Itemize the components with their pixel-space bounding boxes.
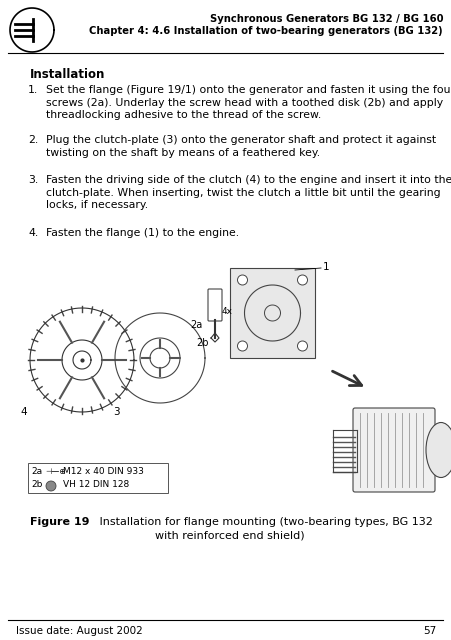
Text: 3: 3 (113, 407, 120, 417)
Circle shape (238, 341, 248, 351)
Bar (230, 268, 315, 358)
Text: VH 12 DIN 128: VH 12 DIN 128 (63, 480, 129, 489)
Circle shape (298, 341, 308, 351)
Circle shape (298, 275, 308, 285)
Text: 4.: 4. (28, 228, 38, 238)
Text: Synchronous Generators BG 132 / BG 160: Synchronous Generators BG 132 / BG 160 (210, 14, 443, 24)
Text: Chapter 4: 4.6 Installation of two-bearing generators (BG 132): Chapter 4: 4.6 Installation of two-beari… (89, 26, 443, 36)
Text: Figure 19: Figure 19 (30, 517, 89, 527)
FancyBboxPatch shape (208, 289, 222, 321)
Text: 2.: 2. (28, 135, 38, 145)
Circle shape (46, 481, 56, 491)
Text: clutch-plate. When inserting, twist the clutch a little bit until the gearing: clutch-plate. When inserting, twist the … (46, 188, 441, 198)
Text: 4x: 4x (222, 307, 233, 316)
Text: 4: 4 (20, 407, 27, 417)
Text: twisting on the shaft by means of a feathered key.: twisting on the shaft by means of a feat… (46, 147, 320, 157)
Text: ⊣—⊕: ⊣—⊕ (45, 467, 66, 476)
Text: 3.: 3. (28, 175, 38, 185)
FancyBboxPatch shape (353, 408, 435, 492)
Text: Fasten the flange (1) to the engine.: Fasten the flange (1) to the engine. (46, 228, 239, 238)
Text: locks, if necessary.: locks, if necessary. (46, 200, 148, 210)
Text: threadlocking adhesive to the thread of the screw.: threadlocking adhesive to the thread of … (46, 110, 321, 120)
Text: 1: 1 (323, 262, 330, 272)
Text: Set the flange (Figure 19/1) onto the generator and fasten it using the four: Set the flange (Figure 19/1) onto the ge… (46, 85, 451, 95)
Text: Fasten the driving side of the clutch (4) to the engine and insert it into the: Fasten the driving side of the clutch (4… (46, 175, 451, 185)
Text: with reinforced end shield): with reinforced end shield) (155, 530, 304, 540)
Ellipse shape (426, 422, 451, 477)
Text: screws (2a). Underlay the screw head with a toothed disk (2b) and apply: screws (2a). Underlay the screw head wit… (46, 97, 443, 108)
Text: 2a: 2a (190, 320, 202, 330)
Text: Installation for flange mounting (two-bearing types, BG 132: Installation for flange mounting (two-be… (89, 517, 433, 527)
Text: 1.: 1. (28, 85, 38, 95)
Text: Plug the clutch-plate (3) onto the generator shaft and protect it against: Plug the clutch-plate (3) onto the gener… (46, 135, 436, 145)
Circle shape (238, 275, 248, 285)
Text: 2b: 2b (31, 480, 42, 489)
Text: Issue date: August 2002: Issue date: August 2002 (16, 626, 143, 636)
Text: 2a: 2a (31, 467, 42, 476)
Text: Installation: Installation (30, 68, 106, 81)
Text: 2b: 2b (196, 338, 208, 348)
Text: 57: 57 (423, 626, 436, 636)
Text: M12 x 40 DIN 933: M12 x 40 DIN 933 (63, 467, 144, 476)
Bar (28, 463, 168, 493)
